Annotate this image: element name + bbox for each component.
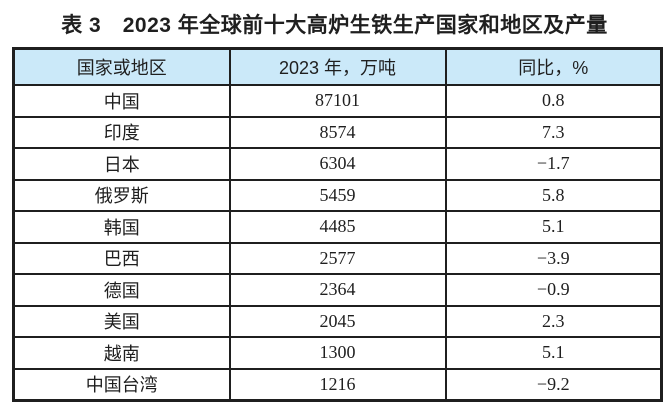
cell-country: 俄罗斯 xyxy=(12,178,231,212)
cell-country: 印度 xyxy=(12,115,231,149)
cell-yoy-percent: 5.8 xyxy=(444,178,663,212)
cell-yoy-percent: 5.1 xyxy=(444,336,663,370)
cell-output-2023: 87101 xyxy=(228,84,447,118)
cell-country: 德国 xyxy=(12,273,231,307)
table-row: 德国 2364 −0.9 xyxy=(12,273,663,307)
cell-yoy-percent: 7.3 xyxy=(444,115,663,149)
table-row: 俄罗斯 5459 5.8 xyxy=(12,178,663,212)
cell-country: 美国 xyxy=(12,304,231,338)
table-row: 中国 87101 0.8 xyxy=(12,84,663,118)
cell-country: 越南 xyxy=(12,336,231,370)
header-row: 国家或地区 2023 年，万吨 同比，% xyxy=(12,47,663,86)
cell-country: 中国 xyxy=(12,84,231,118)
cell-output-2023: 2577 xyxy=(228,241,447,275)
pig-iron-production-table: 国家或地区 2023 年，万吨 同比，% 中国 87101 0.8 印度 8574 7.3… xyxy=(12,47,663,402)
cell-yoy-percent: −9.2 xyxy=(444,367,663,402)
cell-output-2023: 4485 xyxy=(228,210,447,244)
cell-output-2023: 6304 xyxy=(228,147,447,181)
table-title: 表 3 2023 年全球前十大高炉生铁生产国家和地区及产量 xyxy=(61,14,608,37)
header-cell-country: 国家或地区 xyxy=(12,47,231,86)
cell-yoy-percent: −3.9 xyxy=(444,241,663,275)
cell-output-2023: 2364 xyxy=(228,273,447,307)
table-head: 国家或地区 2023 年，万吨 同比，% xyxy=(12,47,663,86)
cell-country: 韩国 xyxy=(12,210,231,244)
header-cell-yoy-percent: 同比，% xyxy=(444,47,663,86)
cell-country: 中国台湾 xyxy=(12,367,231,402)
cell-output-2023: 8574 xyxy=(228,115,447,149)
table-row: 日本 6304 −1.7 xyxy=(12,147,663,181)
table-row: 中国台湾 1216 −9.2 xyxy=(12,367,663,402)
cell-yoy-percent: 5.1 xyxy=(444,210,663,244)
table-row: 印度 8574 7.3 xyxy=(12,115,663,149)
cell-yoy-percent: −0.9 xyxy=(444,273,663,307)
cell-yoy-percent: 2.3 xyxy=(444,304,663,338)
cell-output-2023: 1216 xyxy=(228,367,447,402)
table-body: 中国 87101 0.8 印度 8574 7.3 日本 6304 −1.7 俄罗斯 5459 5.8 韩… xyxy=(12,84,663,402)
header-cell-output-2023: 2023 年，万吨 xyxy=(228,47,447,86)
cell-country: 巴西 xyxy=(12,241,231,275)
cell-country: 日本 xyxy=(12,147,231,181)
table-row: 巴西 2577 −3.9 xyxy=(12,241,663,275)
cell-yoy-percent: −1.7 xyxy=(444,147,663,181)
table-row: 韩国 4485 5.1 xyxy=(12,210,663,244)
table-row: 美国 2045 2.3 xyxy=(12,304,663,338)
cell-output-2023: 2045 xyxy=(228,304,447,338)
cell-output-2023: 1300 xyxy=(228,336,447,370)
table-row: 越南 1300 5.1 xyxy=(12,336,663,370)
cell-yoy-percent: 0.8 xyxy=(444,84,663,118)
cell-output-2023: 5459 xyxy=(228,178,447,212)
